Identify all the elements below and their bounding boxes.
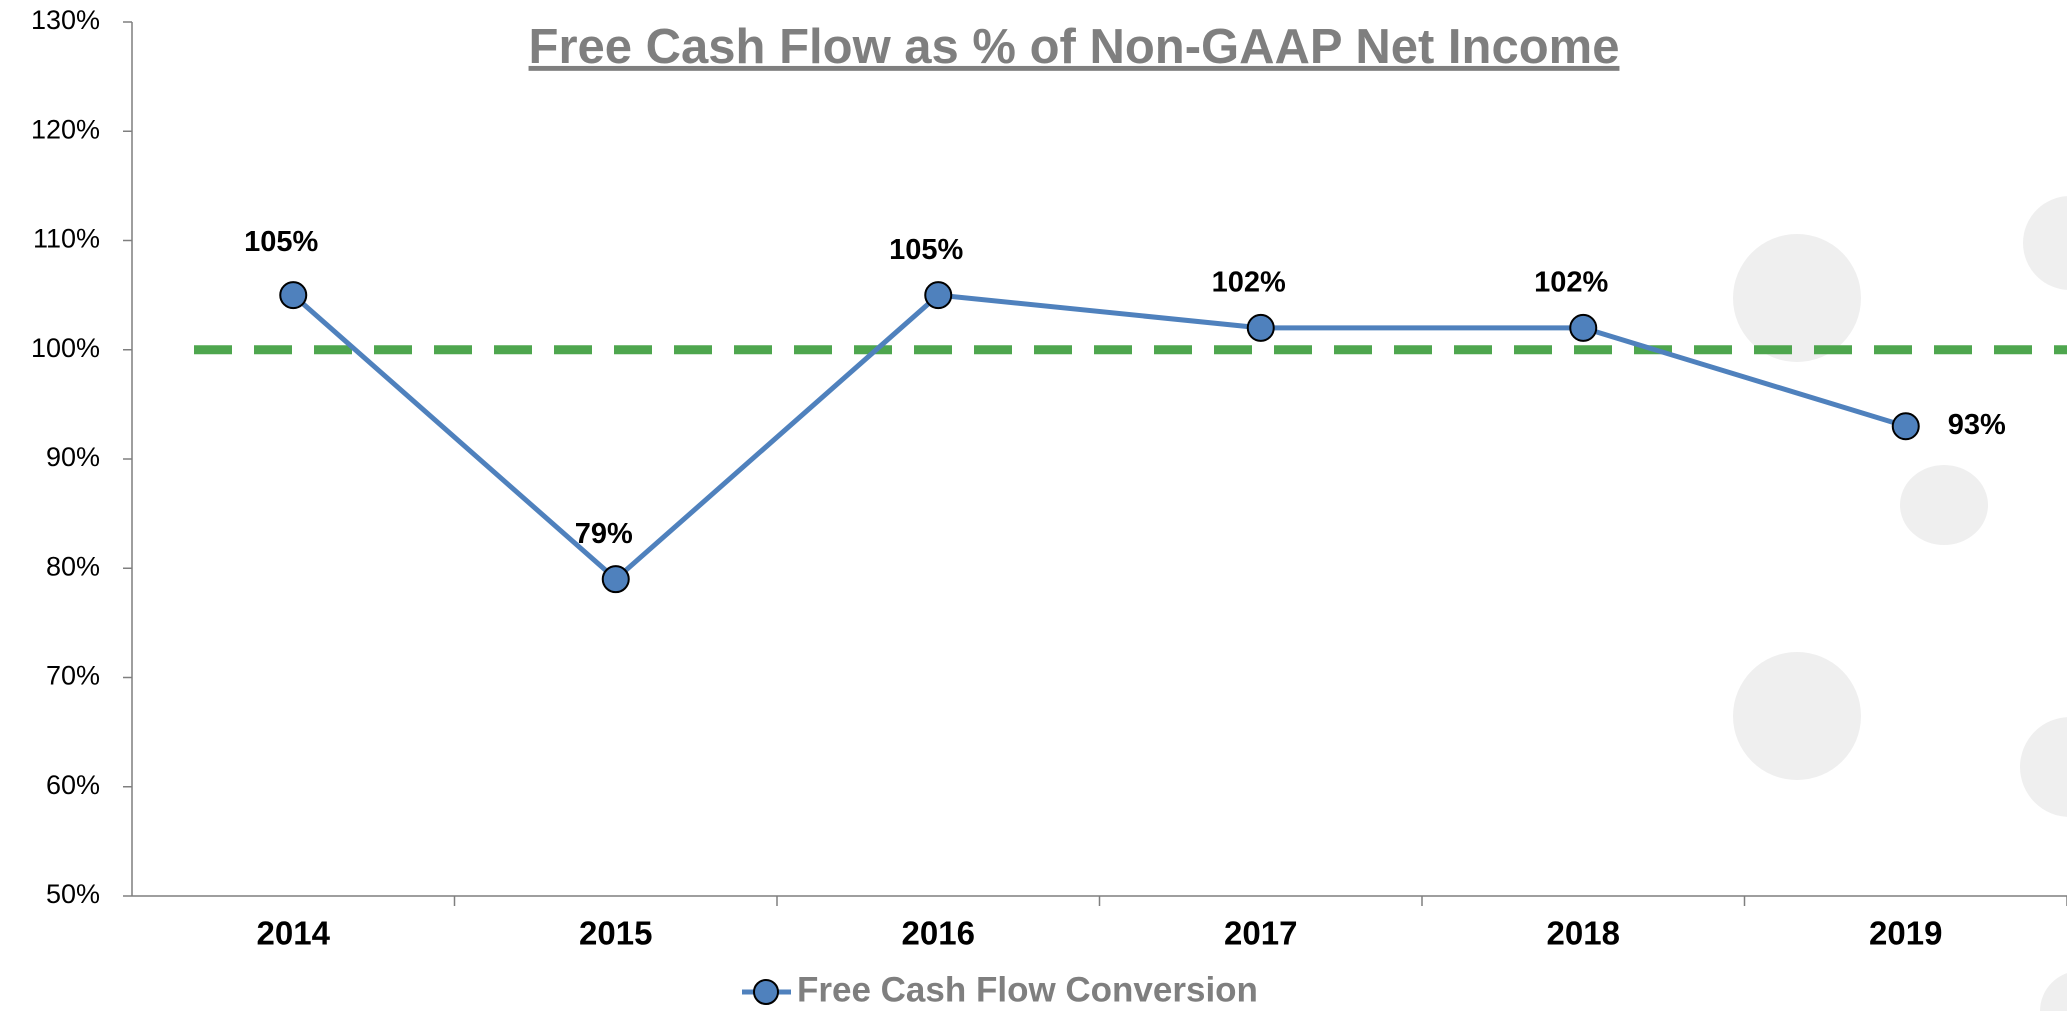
data-label: 102% xyxy=(1534,267,1608,299)
data-label: 93% xyxy=(1948,409,2006,441)
bg-circle xyxy=(2040,973,2067,1011)
x-tick-label: 2015 xyxy=(579,915,652,952)
x-tick-label: 2014 xyxy=(257,915,331,952)
y-tick-label: 70% xyxy=(46,661,100,691)
marker xyxy=(1569,313,1598,342)
data-label: 105% xyxy=(244,226,318,258)
bg-circle xyxy=(1900,465,1988,545)
data-label: 79% xyxy=(575,518,633,550)
marker xyxy=(1246,313,1275,342)
marker xyxy=(601,565,630,594)
marker xyxy=(1891,412,1920,441)
bg-circle xyxy=(2020,717,2067,817)
decoration xyxy=(1733,196,2067,1011)
y-tick-label: 90% xyxy=(46,442,100,472)
y-tick-label: 110% xyxy=(33,224,100,254)
x-tick-label: 2017 xyxy=(1224,915,1297,952)
x-tick-label: 2019 xyxy=(1869,915,1942,952)
marker xyxy=(924,281,953,310)
y-tick-label: 50% xyxy=(46,879,100,909)
marker xyxy=(279,281,308,310)
legend-marker xyxy=(753,979,779,1005)
line xyxy=(291,292,1907,582)
x-tick-label: 2018 xyxy=(1547,915,1620,952)
y-tick-label: 130% xyxy=(31,5,100,35)
data-label: 102% xyxy=(1212,267,1286,299)
x-tick-label: 2016 xyxy=(902,915,975,952)
y-tick-label: 100% xyxy=(31,333,100,363)
y-tick-label: 60% xyxy=(46,770,100,800)
bg-circle xyxy=(2023,196,2067,290)
y-tick-label: 120% xyxy=(31,114,100,144)
chart-title: Free Cash Flow as % of Non-GAAP Net Inco… xyxy=(529,20,1620,74)
legend-label: Free Cash Flow Conversion xyxy=(797,970,1258,1009)
bg-circle xyxy=(1733,234,1861,362)
data-label: 105% xyxy=(889,234,963,266)
bg-circle xyxy=(1733,652,1861,780)
y-tick-label: 80% xyxy=(46,551,100,581)
